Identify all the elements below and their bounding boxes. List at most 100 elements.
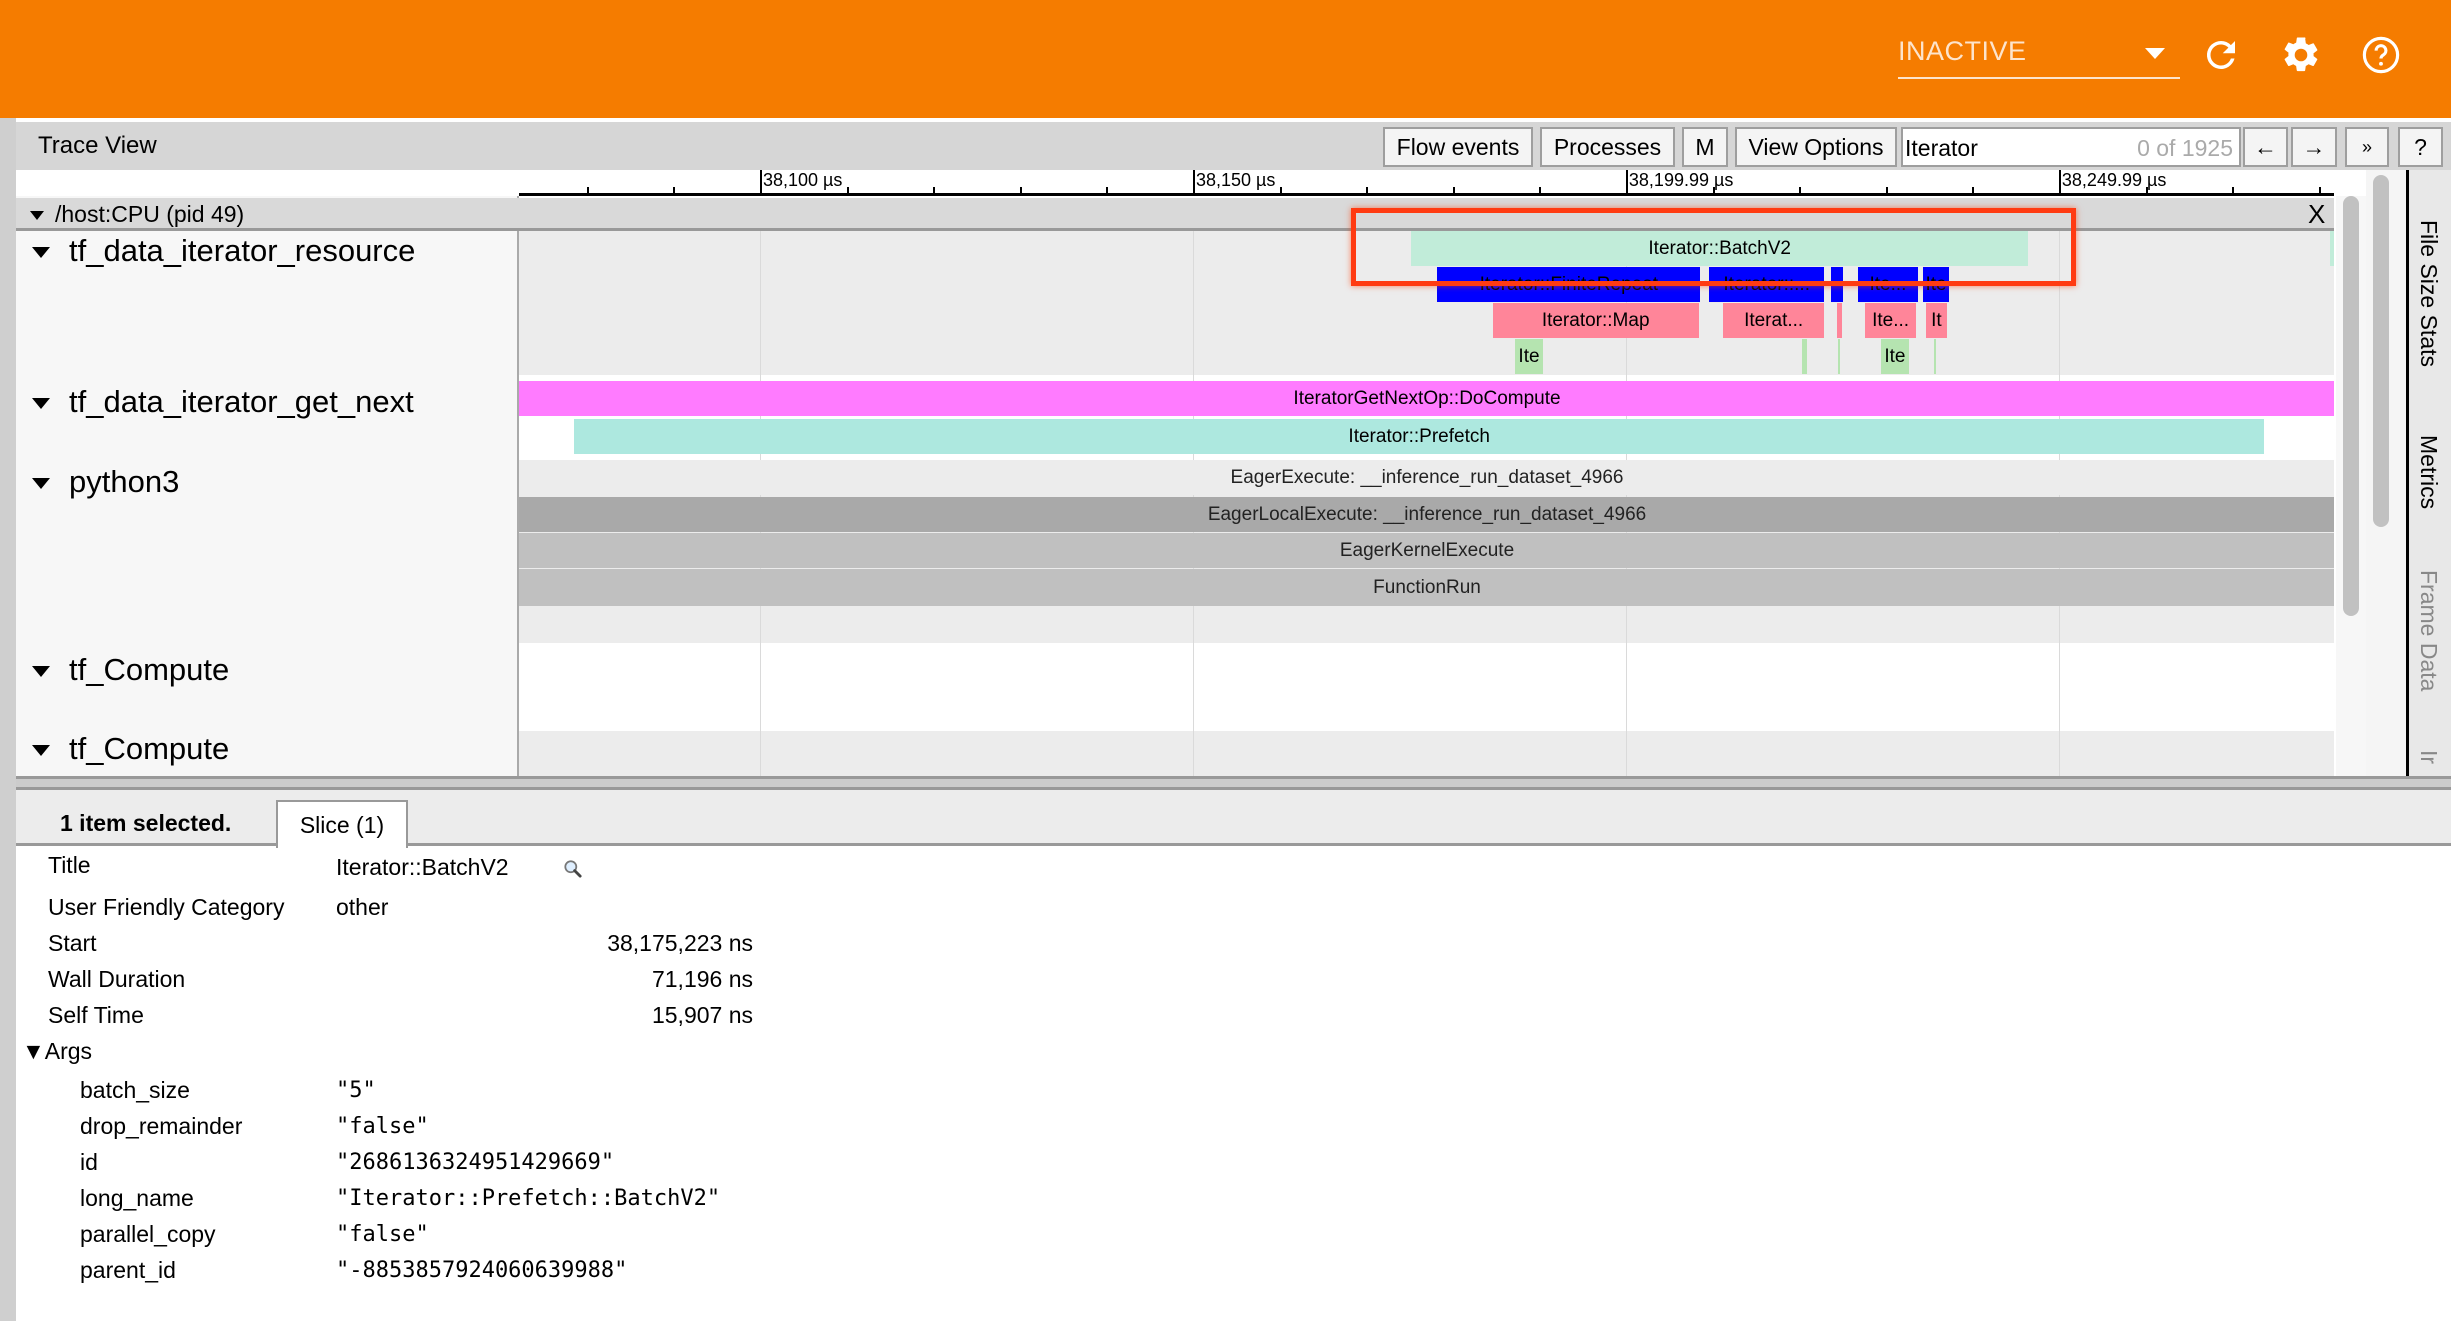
settings-gear-icon[interactable] <box>2280 34 2322 76</box>
collapse-triangle-icon[interactable] <box>32 478 50 489</box>
detail-label: Title <box>48 852 91 878</box>
timeline-tracks[interactable]: Iterator::BatchV2 Iterator::FiniteRepeat I… <box>519 231 2334 776</box>
ruler-major-tick <box>1625 170 1628 193</box>
slice-label: EagerKernelExecute <box>1339 539 1515 561</box>
tab-slice[interactable]: Slice (1) <box>276 800 408 848</box>
trace-slice[interactable] <box>1837 303 1843 338</box>
processes-button[interactable]: Processes <box>1540 127 1675 167</box>
trace-slice[interactable]: IteratorGetNextOp::DoCompute <box>519 381 2334 416</box>
track-row-background <box>519 643 2334 731</box>
previous-result-button[interactable]: ← <box>2243 127 2288 167</box>
arg-value: "-8853857924060639988" <box>336 1258 628 1283</box>
trace-slice[interactable]: EagerLocalExecute: __inference_run_datas… <box>519 497 2334 532</box>
slice-label: FunctionRun <box>1373 576 1481 598</box>
ruler-minor-tick <box>846 187 849 193</box>
metadata-button[interactable]: M <box>1682 127 1728 167</box>
track-label: tf_Compute <box>69 731 230 766</box>
help-button[interactable]: ? <box>2398 127 2443 167</box>
ruler-minor-tick <box>933 187 936 193</box>
dropdown-arrow-icon[interactable] <box>2145 48 2165 59</box>
side-tab-frame-data[interactable]: Frame Data <box>2416 570 2442 692</box>
trace-slice[interactable]: Ite... <box>1865 303 1917 338</box>
trace-slice[interactable]: Ite <box>1880 339 1910 374</box>
close-process-button[interactable]: X <box>2308 199 2326 229</box>
ruler-minor-tick <box>1019 187 1022 193</box>
magnifier-icon[interactable] <box>562 858 584 880</box>
ruler-major-tick <box>2058 170 2061 193</box>
detail-value: 71,196 ns <box>651 966 753 992</box>
trace-slice[interactable]: Iterator::Map <box>1492 303 1699 338</box>
details-tab-bar <box>16 790 2451 846</box>
track-label: tf_data_iterator_resource <box>69 233 416 268</box>
collapse-triangle-icon[interactable] <box>30 211 44 220</box>
trace-slice[interactable] <box>1934 339 1937 374</box>
detail-value: 15,907 ns <box>651 1002 753 1028</box>
trace-slice[interactable]: Iterator::BatchV2 <box>1411 231 2028 266</box>
search-input[interactable] <box>1905 135 2125 162</box>
ruler-minor-tick <box>1885 187 1888 193</box>
trace-slice[interactable]: Iterat... <box>1722 303 1825 338</box>
outer-scrollbar-thumb[interactable] <box>2373 175 2389 527</box>
side-tab-file-size-stats[interactable]: File Size Stats <box>2416 220 2442 367</box>
arg-key: batch_size <box>80 1077 190 1103</box>
trace-slice[interactable]: Iterator::Prefetch <box>573 419 2265 454</box>
slice-label: IteratorGetNextOp::DoCompute <box>1293 387 1561 409</box>
slice-label: Iterat... <box>1744 309 1804 331</box>
ruler-minor-tick <box>1279 187 1282 193</box>
ruler-minor-tick <box>586 187 589 193</box>
collapse-triangle-icon[interactable] <box>32 745 50 756</box>
trace-slice[interactable] <box>1838 339 1841 374</box>
ruler-minor-tick <box>2318 187 2321 193</box>
arg-value: "2686136324951429669" <box>336 1150 615 1175</box>
slice-label: Iterator::BatchV2 <box>1648 237 1791 259</box>
ruler-minor-tick <box>1366 187 1369 193</box>
ruler-minor-tick <box>1712 187 1715 193</box>
search-result-count: 0 of 1925 <box>2137 135 2233 161</box>
collapse-triangle-icon[interactable] <box>32 666 50 677</box>
ruler-minor-tick <box>1539 187 1542 193</box>
next-result-button[interactable]: → <box>2291 127 2337 167</box>
side-tab-metrics[interactable]: Metrics <box>2416 435 2442 510</box>
help-icon[interactable] <box>2360 34 2402 76</box>
trace-slice[interactable]: It <box>1925 303 1948 338</box>
slice-label: EagerLocalExecute: __inference_run_datas… <box>1207 503 1647 525</box>
detail-value: 38,175,223 ns <box>607 930 753 956</box>
ruler-minor-tick <box>673 187 676 193</box>
side-panel-tabs: File Size Stats Metrics Frame Data Ir <box>2406 170 2451 776</box>
args-toggle[interactable]: ▼Args <box>22 1038 93 1064</box>
view-options-button[interactable]: View Options <box>1735 127 1897 167</box>
ruler-major-tick <box>1193 170 1195 193</box>
detail-label: Start <box>48 930 97 956</box>
flow-events-button[interactable]: Flow events <box>1383 127 1533 167</box>
search-box[interactable]: 0 of 1925 <box>1901 127 2241 167</box>
collapse-triangle-icon[interactable] <box>32 398 50 409</box>
process-header[interactable] <box>16 198 2334 231</box>
trace-slice[interactable]: Ite <box>1515 339 1543 374</box>
slice-label: Ite <box>1884 345 1906 367</box>
ruler-minor-tick <box>1799 187 1802 193</box>
ruler-minor-tick <box>2145 187 2148 193</box>
slice-label: Ite... <box>1872 309 1910 331</box>
trace-slice[interactable]: EagerExecute: __inference_run_dataset_49… <box>519 460 2334 495</box>
panel-resize-divider[interactable] <box>16 776 2451 790</box>
trace-slice[interactable] <box>2330 231 2334 266</box>
ruler-minor-tick <box>2232 187 2235 193</box>
tracks-scrollbar-thumb[interactable] <box>2343 196 2359 616</box>
time-ruler[interactable]: 38,100 µs 38,150 µs 38,199.99 µs 38,249.99 … <box>519 170 2334 196</box>
ruler-minor-tick <box>1106 187 1109 193</box>
ruler-minor-tick <box>1452 187 1455 193</box>
side-tab-more[interactable]: Ir <box>2416 750 2442 765</box>
refresh-icon[interactable] <box>2200 34 2242 76</box>
more-button[interactable]: » <box>2345 127 2389 167</box>
detail-value: other <box>336 894 389 920</box>
arg-key: id <box>80 1149 98 1175</box>
collapse-triangle-icon[interactable] <box>32 247 50 258</box>
detail-label: Self Time <box>48 1002 144 1028</box>
trace-slice[interactable]: FunctionRun <box>519 569 2334 606</box>
trace-slice[interactable] <box>1801 339 1807 374</box>
ruler-tick-label: 38,100 µs <box>763 170 843 190</box>
trace-slice[interactable]: EagerKernelExecute <box>519 533 2334 568</box>
arg-value: "false" <box>336 1222 429 1247</box>
status-dropdown[interactable]: INACTIVE <box>1898 36 2027 66</box>
process-label: /host:CPU (pid 49) <box>55 201 245 227</box>
